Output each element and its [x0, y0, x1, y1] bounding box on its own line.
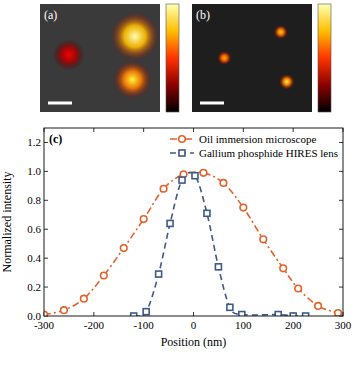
- figure: (a)(b)-300-200-10001002003000.00.20.40.6…: [0, 0, 360, 369]
- data-point: [101, 272, 108, 279]
- data-point: [204, 210, 210, 216]
- data-point: [167, 220, 173, 226]
- data-point: [335, 310, 342, 316]
- y-tick: [44, 200, 48, 201]
- data-point: [156, 271, 162, 277]
- x-tick: [93, 128, 94, 132]
- data-point: [140, 216, 147, 223]
- x-tick: [93, 312, 94, 316]
- x-tick: [243, 128, 244, 132]
- data-point: [160, 185, 167, 192]
- data-point: [315, 303, 322, 310]
- image-panel: (a): [40, 4, 179, 112]
- y-tick-label: 0.2: [27, 281, 41, 293]
- x-tick: [293, 128, 294, 132]
- image-background: [192, 4, 312, 112]
- spot: [53, 39, 84, 70]
- y-tick-label: 0.8: [27, 194, 41, 206]
- image-panel: (b): [192, 4, 331, 112]
- y-tick: [339, 287, 343, 288]
- scale-bar: [48, 102, 72, 105]
- image-background: [40, 4, 160, 112]
- plot-area: [44, 170, 341, 316]
- spots: [53, 12, 159, 98]
- data-point: [200, 170, 207, 177]
- plot-frame: [44, 128, 343, 316]
- x-tick-label: -100: [134, 319, 155, 331]
- y-tick: [44, 229, 48, 230]
- data-point: [280, 265, 287, 272]
- y-tick-label: 0.4: [27, 252, 41, 264]
- x-tick: [193, 128, 194, 132]
- color-bar: [318, 4, 331, 112]
- legend: Oil immersion microscope Gallium phosphid…: [170, 133, 338, 159]
- chart: -300-200-10001002003000.00.20.40.60.81.0…: [0, 128, 352, 349]
- spot: [217, 51, 231, 65]
- data-point: [220, 180, 227, 187]
- y-tick-label: 0.6: [27, 223, 41, 235]
- legend-marker: [179, 150, 185, 156]
- y-axis-title: Normalized intensity: [0, 172, 14, 273]
- data-point: [179, 177, 185, 183]
- data-point: [275, 312, 281, 316]
- legend-label: Gallium phosphide HIRES lens: [199, 147, 338, 159]
- panel-label: (c): [49, 132, 62, 146]
- x-tick-label: 100: [235, 319, 252, 331]
- data-point: [227, 304, 233, 310]
- spot: [274, 25, 288, 39]
- spots: [217, 25, 294, 90]
- x-tick-label: -200: [84, 319, 105, 331]
- y-tick: [44, 258, 48, 259]
- data-point: [260, 236, 267, 243]
- panel-label: (a): [44, 8, 57, 22]
- data-point: [290, 313, 296, 316]
- data-point: [215, 264, 221, 270]
- panel-label: (b): [196, 8, 210, 22]
- y-tick-label: 1.2: [27, 136, 41, 148]
- data-point: [131, 313, 137, 316]
- data-point: [192, 173, 198, 179]
- x-tick-label: 0: [191, 319, 197, 331]
- data-point: [61, 307, 68, 314]
- y-tick: [339, 258, 343, 259]
- spot: [111, 12, 159, 60]
- color-bar: [166, 4, 179, 112]
- series-line: [44, 172, 338, 315]
- x-tick-label: 300: [335, 319, 352, 331]
- y-tick: [44, 142, 48, 143]
- series-line: [134, 173, 306, 316]
- x-tick: [143, 128, 144, 132]
- data-point: [303, 313, 309, 316]
- scale-bar: [200, 102, 224, 105]
- data-point: [44, 311, 47, 316]
- data-point: [239, 312, 245, 316]
- y-tick: [339, 200, 343, 201]
- y-tick: [44, 287, 48, 288]
- legend-marker: [179, 136, 186, 143]
- y-tick: [339, 142, 343, 143]
- y-tick: [339, 229, 343, 230]
- x-tick: [193, 312, 194, 316]
- data-point: [240, 204, 247, 211]
- data-point: [81, 295, 88, 302]
- y-tick: [44, 171, 48, 172]
- data-point: [120, 245, 127, 252]
- y-tick-label: 0.0: [27, 310, 41, 322]
- x-tick-label: 200: [285, 319, 302, 331]
- legend-label: Oil immersion microscope: [199, 133, 316, 145]
- spot: [279, 74, 295, 90]
- spot: [113, 60, 151, 98]
- x-axis-title: Position (nm): [161, 335, 227, 349]
- data-point: [143, 309, 149, 315]
- data-point: [295, 285, 302, 292]
- y-tick-label: 1.0: [27, 165, 41, 177]
- y-tick: [339, 171, 343, 172]
